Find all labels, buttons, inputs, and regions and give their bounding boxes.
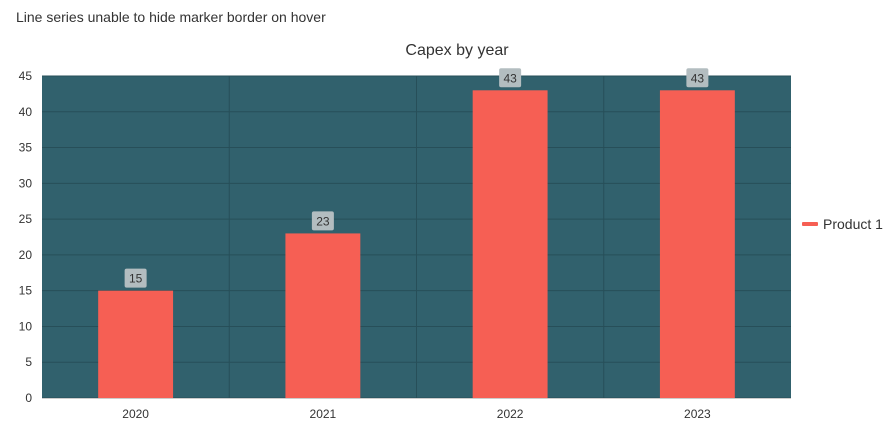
data-label-2023: 43 — [691, 71, 705, 85]
legend-label: Product 1 — [823, 216, 883, 232]
x-tick-label: 2020 — [122, 407, 149, 421]
bar-2021[interactable] — [285, 233, 361, 398]
chart-title: Capex by year — [405, 42, 509, 59]
legend-item-product-1[interactable]: Product 1 — [802, 216, 883, 232]
y-axis: 0 5 10 15 20 25 30 35 40 45 — [19, 69, 33, 405]
y-tick-label: 30 — [19, 176, 33, 190]
bar-2020[interactable] — [98, 290, 174, 398]
y-tick-label: 45 — [19, 69, 33, 83]
bar-2022[interactable] — [472, 90, 548, 399]
data-label-box — [124, 268, 147, 288]
y-tick-label: 20 — [19, 248, 33, 262]
legend: Product 1 — [802, 216, 883, 232]
x-tick-label: 2022 — [497, 407, 524, 421]
y-tick-label: 35 — [19, 141, 33, 155]
data-label-box — [311, 211, 334, 231]
bars — [98, 90, 735, 399]
y-tick-label: 5 — [25, 355, 32, 369]
legend-swatch — [802, 222, 818, 226]
y-tick-label: 40 — [19, 105, 33, 119]
x-tick-label: 2023 — [684, 407, 711, 421]
y-tick-label: 25 — [19, 212, 33, 226]
x-tick-label: 2021 — [310, 407, 337, 421]
data-labels: 15 23 43 43 — [124, 68, 709, 288]
y-tick-label: 15 — [19, 284, 33, 298]
data-label-2020: 15 — [129, 272, 143, 286]
data-label-2021: 23 — [316, 214, 330, 228]
bar-2023[interactable] — [659, 90, 735, 399]
data-label-box — [686, 68, 709, 88]
y-tick-label: 0 — [25, 391, 32, 405]
data-label-2022: 43 — [503, 71, 517, 85]
data-label-box — [499, 68, 522, 88]
page-heading: Line series unable to hide marker border… — [16, 9, 326, 25]
y-tick-label: 10 — [19, 319, 33, 333]
x-axis: 2020 2021 2022 2023 — [42, 398, 791, 421]
